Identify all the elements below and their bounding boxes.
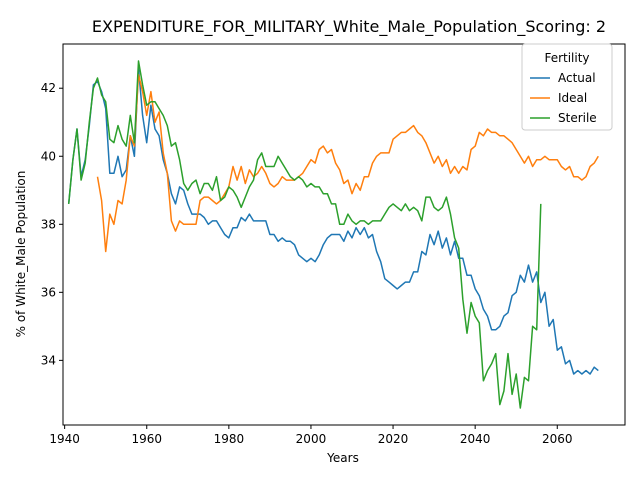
y-axis: 34 36 38 40 42 [41, 81, 63, 367]
legend-title: Fertility [544, 51, 589, 65]
plot-area [62, 43, 626, 426]
x-axis: 1940 1960 1980 2000 2020 2040 2060 [49, 425, 573, 446]
legend-label-actual: Actual [558, 71, 596, 85]
x-tick-label: 2060 [542, 432, 573, 446]
y-axis-label: % of White_Male Population [14, 171, 28, 338]
series-line-sterile [67, 60, 542, 409]
legend-label-sterile: Sterile [558, 111, 597, 125]
y-tick-label: 38 [41, 217, 56, 231]
y-tick-label: 40 [41, 149, 56, 163]
series-line-actual [67, 67, 599, 375]
plot-frame [62, 43, 626, 426]
x-tick-label: 2040 [460, 432, 491, 446]
chart-title: EXPENDITURE_FOR_MILITARY_White_Male_Popu… [92, 17, 606, 37]
x-axis-label: Years [326, 451, 359, 465]
legend: Fertility Actual Ideal Sterile [521, 43, 613, 131]
series-line-ideal [96, 73, 599, 253]
legend-label-ideal: Ideal [558, 91, 587, 105]
x-tick-label: 1960 [131, 432, 162, 446]
y-tick-label: 34 [41, 353, 56, 367]
legend-frame [521, 43, 613, 131]
x-tick-label: 2000 [296, 432, 327, 446]
x-tick-label: 2020 [378, 432, 409, 446]
x-tick-label: 1940 [49, 432, 80, 446]
x-tick-label: 1980 [214, 432, 245, 446]
y-tick-label: 42 [41, 81, 56, 95]
y-tick-label: 36 [41, 285, 56, 299]
